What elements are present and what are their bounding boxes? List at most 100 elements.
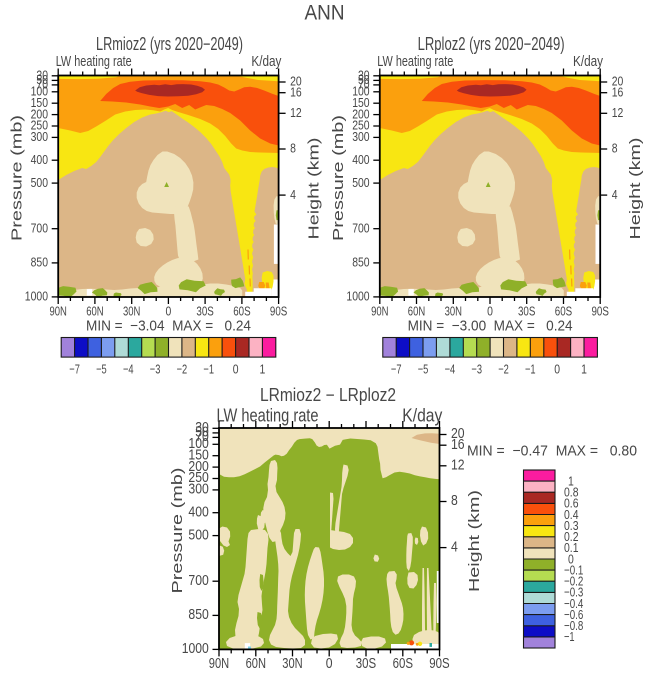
svg-text:90N: 90N [50, 305, 67, 319]
svg-text:30: 30 [358, 69, 370, 83]
svg-text:Height (km): Height (km) [467, 490, 483, 592]
svg-text:30S: 30S [196, 305, 213, 319]
svg-text:0: 0 [326, 656, 333, 672]
svg-text:1: 1 [581, 362, 587, 377]
svg-text:−2: −2 [498, 362, 509, 377]
svg-text:−7: −7 [391, 362, 402, 377]
svg-text:−5: −5 [418, 362, 429, 377]
svg-text:0.6: 0.6 [564, 496, 579, 511]
svg-text:30S: 30S [356, 656, 377, 672]
svg-text:30N: 30N [123, 305, 140, 319]
svg-text:MIN = −0.47 MAX = 0.80: MIN = −0.47 MAX = 0.80 [467, 443, 637, 460]
svg-text:700: 700 [31, 221, 48, 235]
svg-text:300: 300 [188, 482, 208, 498]
svg-text:1: 1 [568, 473, 574, 488]
svg-text:−0.2: −0.2 [564, 574, 583, 589]
svg-text:90N: 90N [371, 305, 388, 319]
svg-text:90S: 90S [592, 305, 609, 319]
svg-text:−4: −4 [445, 362, 456, 377]
svg-text:LRmioz2 (yrs 2020−2049): LRmioz2 (yrs 2020−2049) [96, 34, 243, 54]
svg-text:400: 400 [31, 153, 48, 167]
svg-text:0: 0 [568, 551, 574, 566]
svg-text:K/day: K/day [573, 53, 603, 70]
svg-text:Height (km): Height (km) [628, 138, 644, 240]
svg-text:850: 850 [31, 256, 48, 270]
svg-text:850: 850 [352, 256, 369, 270]
svg-text:LW heating rate: LW heating rate [377, 53, 453, 70]
svg-text:−1: −1 [564, 629, 575, 644]
svg-text:250: 250 [31, 119, 48, 133]
svg-text:500: 500 [352, 176, 369, 190]
svg-text:20: 20 [290, 75, 302, 89]
svg-text:50: 50 [36, 73, 48, 87]
svg-text:ANN: ANN [305, 2, 345, 25]
svg-text:100: 100 [31, 85, 48, 99]
svg-text:60S: 60S [393, 656, 414, 672]
svg-text:−3: −3 [150, 362, 161, 377]
svg-text:150: 150 [31, 96, 48, 110]
svg-text:30N: 30N [445, 305, 462, 319]
svg-text:850: 850 [188, 607, 208, 623]
svg-text:60N: 60N [246, 656, 266, 672]
svg-text:1000: 1000 [182, 641, 209, 657]
svg-text:4: 4 [290, 188, 296, 202]
svg-text:60N: 60N [408, 305, 425, 319]
svg-text:30: 30 [195, 420, 209, 436]
svg-text:30N: 30N [282, 656, 302, 672]
svg-text:500: 500 [188, 527, 208, 543]
svg-text:Height (km): Height (km) [306, 138, 322, 240]
svg-text:−0.8: −0.8 [564, 618, 583, 633]
svg-text:30S: 30S [518, 305, 535, 319]
svg-text:1000: 1000 [346, 290, 369, 304]
svg-text:250: 250 [188, 470, 208, 486]
svg-text:0: 0 [166, 305, 172, 319]
svg-text:200: 200 [188, 459, 208, 475]
svg-text:MIN = −3.00 MAX = 0.24: MIN = −3.00 MAX = 0.24 [408, 318, 573, 335]
svg-text:12: 12 [612, 106, 624, 120]
svg-text:0.2: 0.2 [564, 529, 579, 544]
svg-text:300: 300 [352, 130, 369, 144]
svg-text:50: 50 [195, 425, 209, 441]
svg-text:LW heating rate: LW heating rate [56, 53, 132, 70]
svg-text:8: 8 [612, 142, 618, 156]
svg-text:16: 16 [612, 85, 624, 99]
svg-text:16: 16 [451, 437, 465, 453]
svg-text:0.4: 0.4 [564, 507, 579, 522]
svg-text:−0.3: −0.3 [564, 585, 583, 600]
svg-text:60S: 60S [233, 305, 250, 319]
svg-text:8: 8 [290, 142, 296, 156]
svg-text:LW heating rate: LW heating rate [217, 406, 319, 426]
svg-text:20: 20 [612, 75, 624, 89]
svg-text:−1: −1 [525, 362, 536, 377]
svg-text:8: 8 [451, 493, 458, 509]
svg-text:12: 12 [290, 106, 302, 120]
svg-text:K/day: K/day [251, 53, 281, 70]
svg-text:90N: 90N [209, 656, 229, 672]
svg-text:0: 0 [554, 362, 560, 377]
svg-text:250: 250 [352, 119, 369, 133]
svg-text:0: 0 [233, 362, 239, 377]
svg-text:−0.4: −0.4 [564, 596, 583, 611]
svg-text:70: 70 [195, 429, 209, 445]
svg-text:−2: −2 [177, 362, 188, 377]
svg-text:500: 500 [31, 176, 48, 190]
svg-text:4: 4 [612, 188, 618, 202]
svg-text:−7: −7 [69, 362, 80, 377]
svg-text:−5: −5 [96, 362, 107, 377]
svg-text:−1: −1 [203, 362, 214, 377]
svg-text:60S: 60S [555, 305, 572, 319]
svg-text:100: 100 [188, 436, 208, 452]
svg-text:−4: −4 [123, 362, 134, 377]
svg-text:150: 150 [188, 447, 208, 463]
svg-text:200: 200 [352, 107, 369, 121]
svg-text:400: 400 [188, 504, 208, 520]
svg-text:100: 100 [352, 85, 369, 99]
svg-text:K/day: K/day [402, 406, 442, 426]
svg-text:16: 16 [290, 85, 302, 99]
svg-text:Pressure (mb): Pressure (mb) [170, 468, 186, 594]
svg-text:700: 700 [188, 573, 208, 589]
svg-text:LRmioz2 − LRploz2: LRmioz2 − LRploz2 [260, 385, 396, 405]
svg-text:90S: 90S [270, 305, 287, 319]
svg-text:1000: 1000 [25, 290, 48, 304]
svg-text:70: 70 [358, 78, 370, 92]
